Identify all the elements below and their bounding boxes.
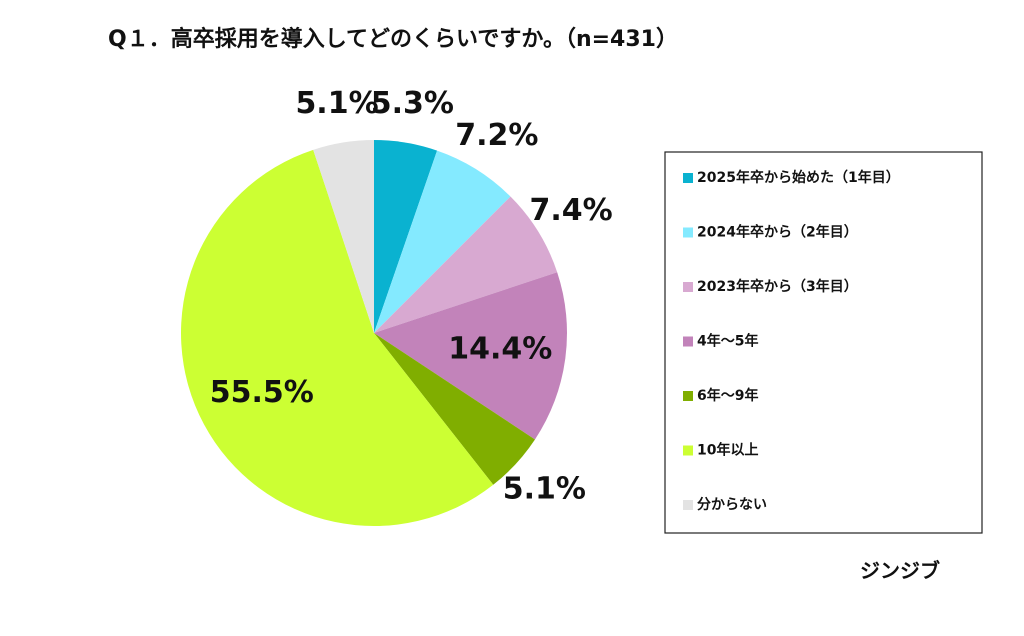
data-label: 5.3% [371,86,454,121]
legend-label: 2025年卒から始めた（1年目） [697,169,900,186]
data-label: 7.4% [529,193,612,228]
legend-swatch [683,500,693,510]
legend-label: 2023年卒から（3年目） [697,278,858,295]
pie-slice [374,333,535,485]
data-label: 5.1% [295,86,378,121]
legend-swatch [683,227,693,238]
legend-label: 10年以上 [697,442,758,459]
legend-label: 4年～5年 [697,333,758,350]
data-label: 5.1% [503,471,586,506]
pie-slice [181,149,494,527]
legend-label: 分からない [697,497,767,513]
pie-slice [313,140,374,333]
legend-swatch [683,391,693,401]
legend-swatch [683,173,693,183]
legend-label: 2024年卒から（2年目） [697,224,858,241]
data-label: 55.5% [210,375,314,410]
data-label: 14.4% [448,331,552,366]
pie-slice [374,140,438,333]
legend-swatch [683,336,693,347]
source: ジンジブ [860,559,940,583]
legend-swatch [683,282,693,292]
legend-box [664,151,983,534]
legend-swatch [683,445,693,456]
pie-slice [374,150,511,333]
pie-slice [374,272,567,440]
data-label: 7.2% [455,118,538,153]
chart-title: Q１．高卒採用を導入してどのくらいですか。（n=431） [108,26,678,52]
legend-label: 6年～9年 [697,387,758,404]
pie-slice [374,196,558,333]
